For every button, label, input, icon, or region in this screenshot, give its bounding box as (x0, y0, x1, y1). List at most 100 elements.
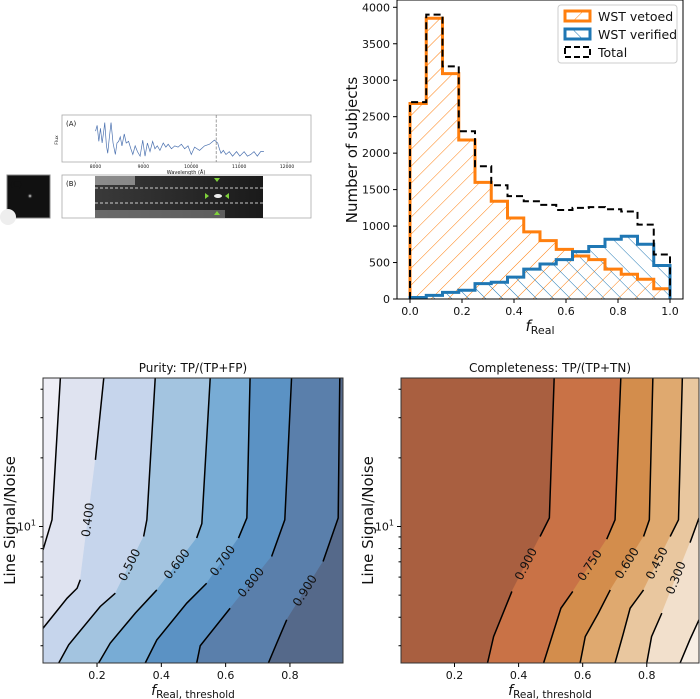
completeness-xtick-label: 0.4 (510, 669, 528, 682)
marker-right-icon (225, 193, 229, 199)
purity-ylabel: Line Signal/Noise (1, 456, 19, 585)
hist-ytick-label: 2000 (362, 147, 390, 160)
purity-contour-line (94, 378, 105, 460)
spectrum-line (95, 122, 264, 158)
hist-xtick-label: 0.6 (557, 305, 575, 318)
purity-contour-line (142, 378, 156, 537)
completeness-filled-contours (401, 378, 699, 663)
legend-swatch-wst-verified (563, 27, 592, 41)
hist-ylabel: Number of subjects (343, 77, 361, 224)
marker-bottom-icon (214, 211, 220, 215)
marker-top-icon (214, 178, 220, 182)
purity-ytick-label: 101 (17, 519, 36, 534)
legend-swatch-wst-vetoed (563, 9, 592, 23)
hist-ytick-label: 1000 (362, 220, 390, 233)
hist-legend: WST vetoed WST verified Total (557, 4, 678, 64)
spectrum-2d-bright-region (95, 176, 135, 185)
hist-xtick-label: 0.4 (505, 305, 523, 318)
hist-ytick-label: 3500 (362, 38, 390, 51)
spectrum-2d-panel: (B) (61, 174, 312, 219)
hist-xlabel-main: f (526, 317, 534, 335)
purity-contour-line (97, 589, 158, 663)
completeness-title: Completeness: TP/(TP+TN) (469, 361, 631, 375)
completeness-ytick-base: 10 (375, 521, 389, 534)
spectrum-xlabel: Wavelength (Å) (167, 169, 206, 176)
hist-ytick-label: 3000 (362, 74, 390, 87)
hist-step-wst-verified (408, 234, 672, 300)
hist-xtick-label: 1.0 (661, 305, 679, 318)
hist-xtick-label: 0.2 (453, 305, 471, 318)
histogram-frame (396, 0, 684, 300)
completeness-contour-line (679, 619, 699, 663)
completeness-contour-line (579, 589, 611, 663)
completeness-contour-line (642, 378, 654, 537)
spectrum-xtick-label: 11000 (232, 164, 246, 170)
completeness-contour-line (539, 378, 555, 537)
spectrum-panel: (A) Flux Wavelength (Å) 8000 9000 10000 110… (54, 114, 312, 176)
hist-xlabel: fReal (526, 317, 555, 337)
completeness-ylabel: Line Signal/Noise (359, 456, 377, 585)
source-spot (27, 193, 33, 199)
purity-xtick-label: 0.8 (281, 669, 299, 682)
hist-ytick-label: 0 (383, 293, 390, 306)
purity-xlabel-sub: Real, threshold (156, 689, 235, 699)
purity-contour-line (195, 378, 211, 539)
completeness-contour-line (646, 612, 663, 663)
purity-contour-lines (43, 378, 341, 663)
purity-xtick-label: 0.6 (217, 669, 235, 682)
purity-xtick-label: 0.2 (88, 669, 106, 682)
hist-step-wst-vetoed (408, 16, 672, 299)
spectrum-2d-trace (95, 210, 225, 218)
completeness-xlabel-main: f (508, 683, 515, 699)
histogram-chart: 0.0 0.2 0.4 0.6 0.8 1.0 0 500 1000 1500 2000 2500 30… (343, 0, 684, 337)
spectrum-2d-label: (B) (66, 180, 77, 188)
spectrum-xtick-label: 10000 (184, 164, 198, 170)
completeness-xtick-label: 0.2 (446, 669, 464, 682)
spectrum-xtick-label: 8000 (90, 164, 102, 170)
hist-xlabel-sub: Real (531, 324, 555, 337)
completeness-ytick-label: 101 (375, 519, 394, 534)
purity-contour-line (58, 592, 116, 663)
bright-neighbor (0, 209, 16, 225)
purity-contour-line (195, 607, 231, 663)
purity-xlabel: fReal, threshold (151, 683, 235, 699)
hist-fill-wst-vetoed (410, 18, 670, 299)
purity-contour-line (267, 619, 288, 663)
completeness-frame (400, 377, 700, 664)
completeness-contour-line (689, 517, 699, 543)
completeness-contour-line (614, 589, 645, 663)
purity-contour-line (322, 378, 341, 562)
completeness-contour-line (669, 378, 684, 537)
marker-left-icon (205, 193, 209, 199)
hist-ytick-label: 1500 (362, 184, 390, 197)
completeness-contour-line (486, 591, 513, 663)
thumbnail-label: (C) (10, 180, 22, 189)
purity-contour-label: 0.400 (79, 502, 97, 538)
spectrum-xtick-label: 12000 (280, 164, 294, 170)
completeness-xlabel: fReal, threshold (508, 683, 592, 699)
completeness-contour-lines (486, 378, 699, 663)
purity-contour-line (43, 378, 62, 551)
purity-ytick-base: 10 (17, 521, 31, 534)
legend-label-wst-vetoed: WST vetoed (598, 9, 673, 24)
purity-contour-line (43, 579, 82, 629)
hist-xtick-label: 0.8 (609, 305, 627, 318)
spectrum-label: (A) (66, 120, 77, 128)
purity-contour-line (144, 582, 208, 663)
hist-ytick-label: 2500 (362, 111, 390, 124)
emission-line-blob (214, 194, 222, 198)
purity-contour-line (237, 378, 251, 539)
purity-xlabel-main: f (151, 683, 158, 699)
legend-label-total: Total (597, 45, 627, 60)
completeness-xtick-label: 0.6 (574, 669, 592, 682)
completeness-xlabel-sub: Real, threshold (513, 689, 592, 699)
purity-frame (42, 377, 344, 664)
legend-label-wst-verified: WST verified (598, 27, 677, 42)
hist-step-total (409, 13, 671, 299)
hist-ytick-label: 4000 (362, 1, 390, 14)
purity-contour-line (270, 378, 293, 557)
spectrum-xtick-label: 9000 (138, 164, 150, 170)
